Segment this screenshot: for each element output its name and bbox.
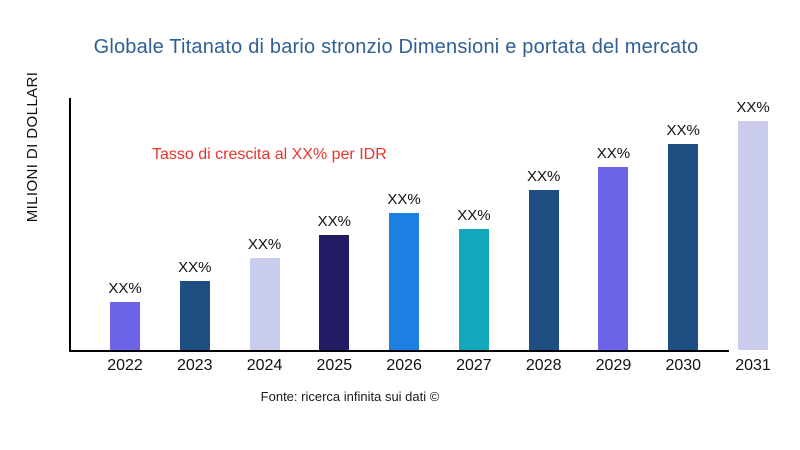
bar-2022 [110, 302, 140, 350]
y-axis-line [69, 98, 71, 352]
bar-value-label-2027: XX% [457, 207, 491, 224]
bar-value-label-2024: XX% [247, 236, 282, 253]
bar-2024 [249, 258, 280, 350]
x-tick-2029: 2029 [595, 357, 632, 374]
x-tick-2030: 2030 [665, 357, 702, 374]
x-tick-2023: 2023 [176, 357, 213, 374]
x-tick-2025: 2025 [316, 357, 353, 374]
bar-2025 [319, 235, 350, 350]
bar-value-label-2022: XX% [108, 280, 142, 297]
chart-title: Globale Titanato di bario stronzio Dimen… [93, 36, 699, 58]
bar-2023 [179, 281, 210, 350]
bar-value-label-2025: XX% [317, 213, 351, 230]
bar-2030 [668, 144, 699, 350]
x-tick-2031: 2031 [735, 357, 771, 374]
x-tick-2027: 2027 [456, 357, 492, 374]
bar-2031 [738, 121, 769, 350]
y-axis-label: MILIONI DI DOLLARI [24, 71, 41, 223]
x-tick-2024: 2024 [246, 357, 283, 374]
bar-2027 [458, 229, 489, 350]
x-tick-2022: 2022 [107, 357, 143, 374]
x-tick-2028: 2028 [525, 357, 562, 374]
growth-rate-annotation: Tasso di crescita al XX% per IDR [152, 146, 387, 163]
bar-2026 [389, 213, 420, 350]
bar-2029 [598, 167, 629, 350]
bar-value-label-2023: XX% [178, 259, 212, 276]
bar-value-label-2031: XX% [736, 99, 770, 116]
bar-2028 [528, 190, 559, 350]
bar-value-label-2026: XX% [387, 191, 421, 208]
source-text: Fonte: ricerca infinita sui dati © [260, 389, 440, 404]
bar-value-label-2028: XX% [526, 168, 561, 185]
x-tick-2026: 2026 [386, 357, 422, 374]
bar-value-label-2029: XX% [596, 145, 631, 162]
x-axis-line [69, 350, 729, 352]
bar-value-label-2030: XX% [666, 122, 700, 139]
